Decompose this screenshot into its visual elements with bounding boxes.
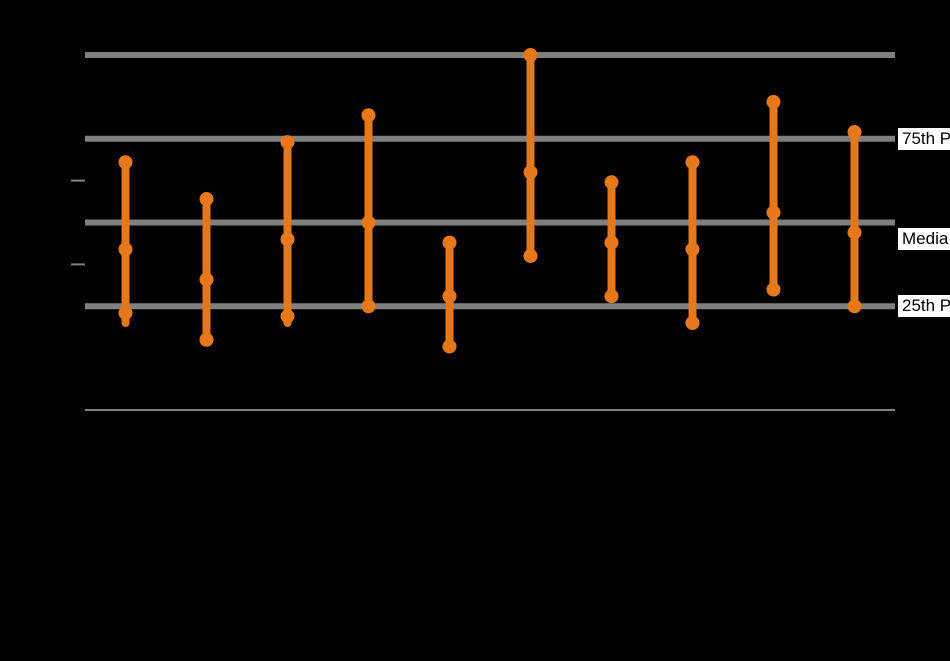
p25-marker xyxy=(281,309,295,323)
annotation-p75: 75th P xyxy=(898,128,950,150)
p25-marker xyxy=(767,283,781,297)
p75-marker xyxy=(200,192,214,206)
p25-marker xyxy=(200,333,214,347)
p25-marker xyxy=(362,299,376,313)
median-marker xyxy=(200,272,214,286)
p75-marker xyxy=(686,155,700,169)
p25-marker xyxy=(119,306,133,320)
median-marker xyxy=(119,242,133,256)
range-stick xyxy=(524,48,538,263)
annotation-p25: 25th P xyxy=(898,295,950,317)
range-stick xyxy=(605,175,619,303)
p75-marker xyxy=(443,236,457,250)
p75-marker xyxy=(362,108,376,122)
range-chart: 75th P Media 25th P xyxy=(0,0,950,661)
p25-marker xyxy=(524,249,538,263)
p25-marker xyxy=(605,289,619,303)
range-stick xyxy=(119,155,133,323)
median-marker xyxy=(524,165,538,179)
median-marker xyxy=(605,236,619,250)
median-marker xyxy=(848,226,862,240)
range-stick xyxy=(767,95,781,297)
p75-marker xyxy=(281,135,295,149)
p25-marker xyxy=(443,339,457,353)
median-marker xyxy=(686,242,700,256)
range-stick xyxy=(443,236,457,354)
chart-svg xyxy=(0,0,950,661)
median-marker xyxy=(443,289,457,303)
p75-marker xyxy=(767,95,781,109)
range-stick xyxy=(281,135,295,323)
p75-marker xyxy=(848,125,862,139)
p75-marker xyxy=(605,175,619,189)
median-marker xyxy=(362,216,376,230)
p75-marker xyxy=(119,155,133,169)
median-marker xyxy=(281,232,295,246)
p25-marker xyxy=(848,299,862,313)
median-marker xyxy=(767,205,781,219)
range-stick xyxy=(848,125,862,313)
p25-marker xyxy=(686,316,700,330)
range-stick xyxy=(200,192,214,347)
p75-marker xyxy=(524,48,538,62)
annotation-median: Media xyxy=(898,228,950,250)
